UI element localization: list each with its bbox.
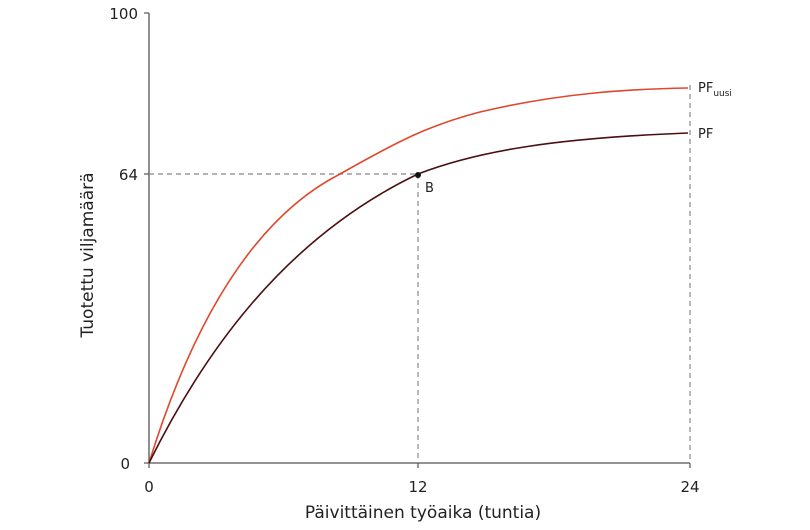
curve-pf-uusi (148, 87, 689, 464)
y-tick-label-100: 100 (109, 5, 138, 23)
pf-uusi-sub: uusi (713, 89, 732, 99)
point-b-marker (415, 172, 421, 178)
y-axis-title: Tuotettu viljamäärä (78, 172, 98, 338)
pf-uusi-label: PFuusi (698, 81, 732, 99)
y-tick-label-0: 0 (120, 455, 130, 473)
x-tick-label-0: 0 (144, 478, 154, 496)
pf-label: PF (698, 127, 713, 142)
curve-pf (148, 132, 689, 464)
x-tick-label-24: 24 (680, 478, 699, 496)
point-b-label: B (425, 181, 434, 196)
x-axis-title: Päivittäinen työaika (tuntia) (305, 503, 541, 523)
y-tick-label-64: 64 (119, 166, 138, 184)
pf-uusi-main: PF (698, 81, 713, 96)
x-tick-label-12: 12 (408, 478, 427, 496)
